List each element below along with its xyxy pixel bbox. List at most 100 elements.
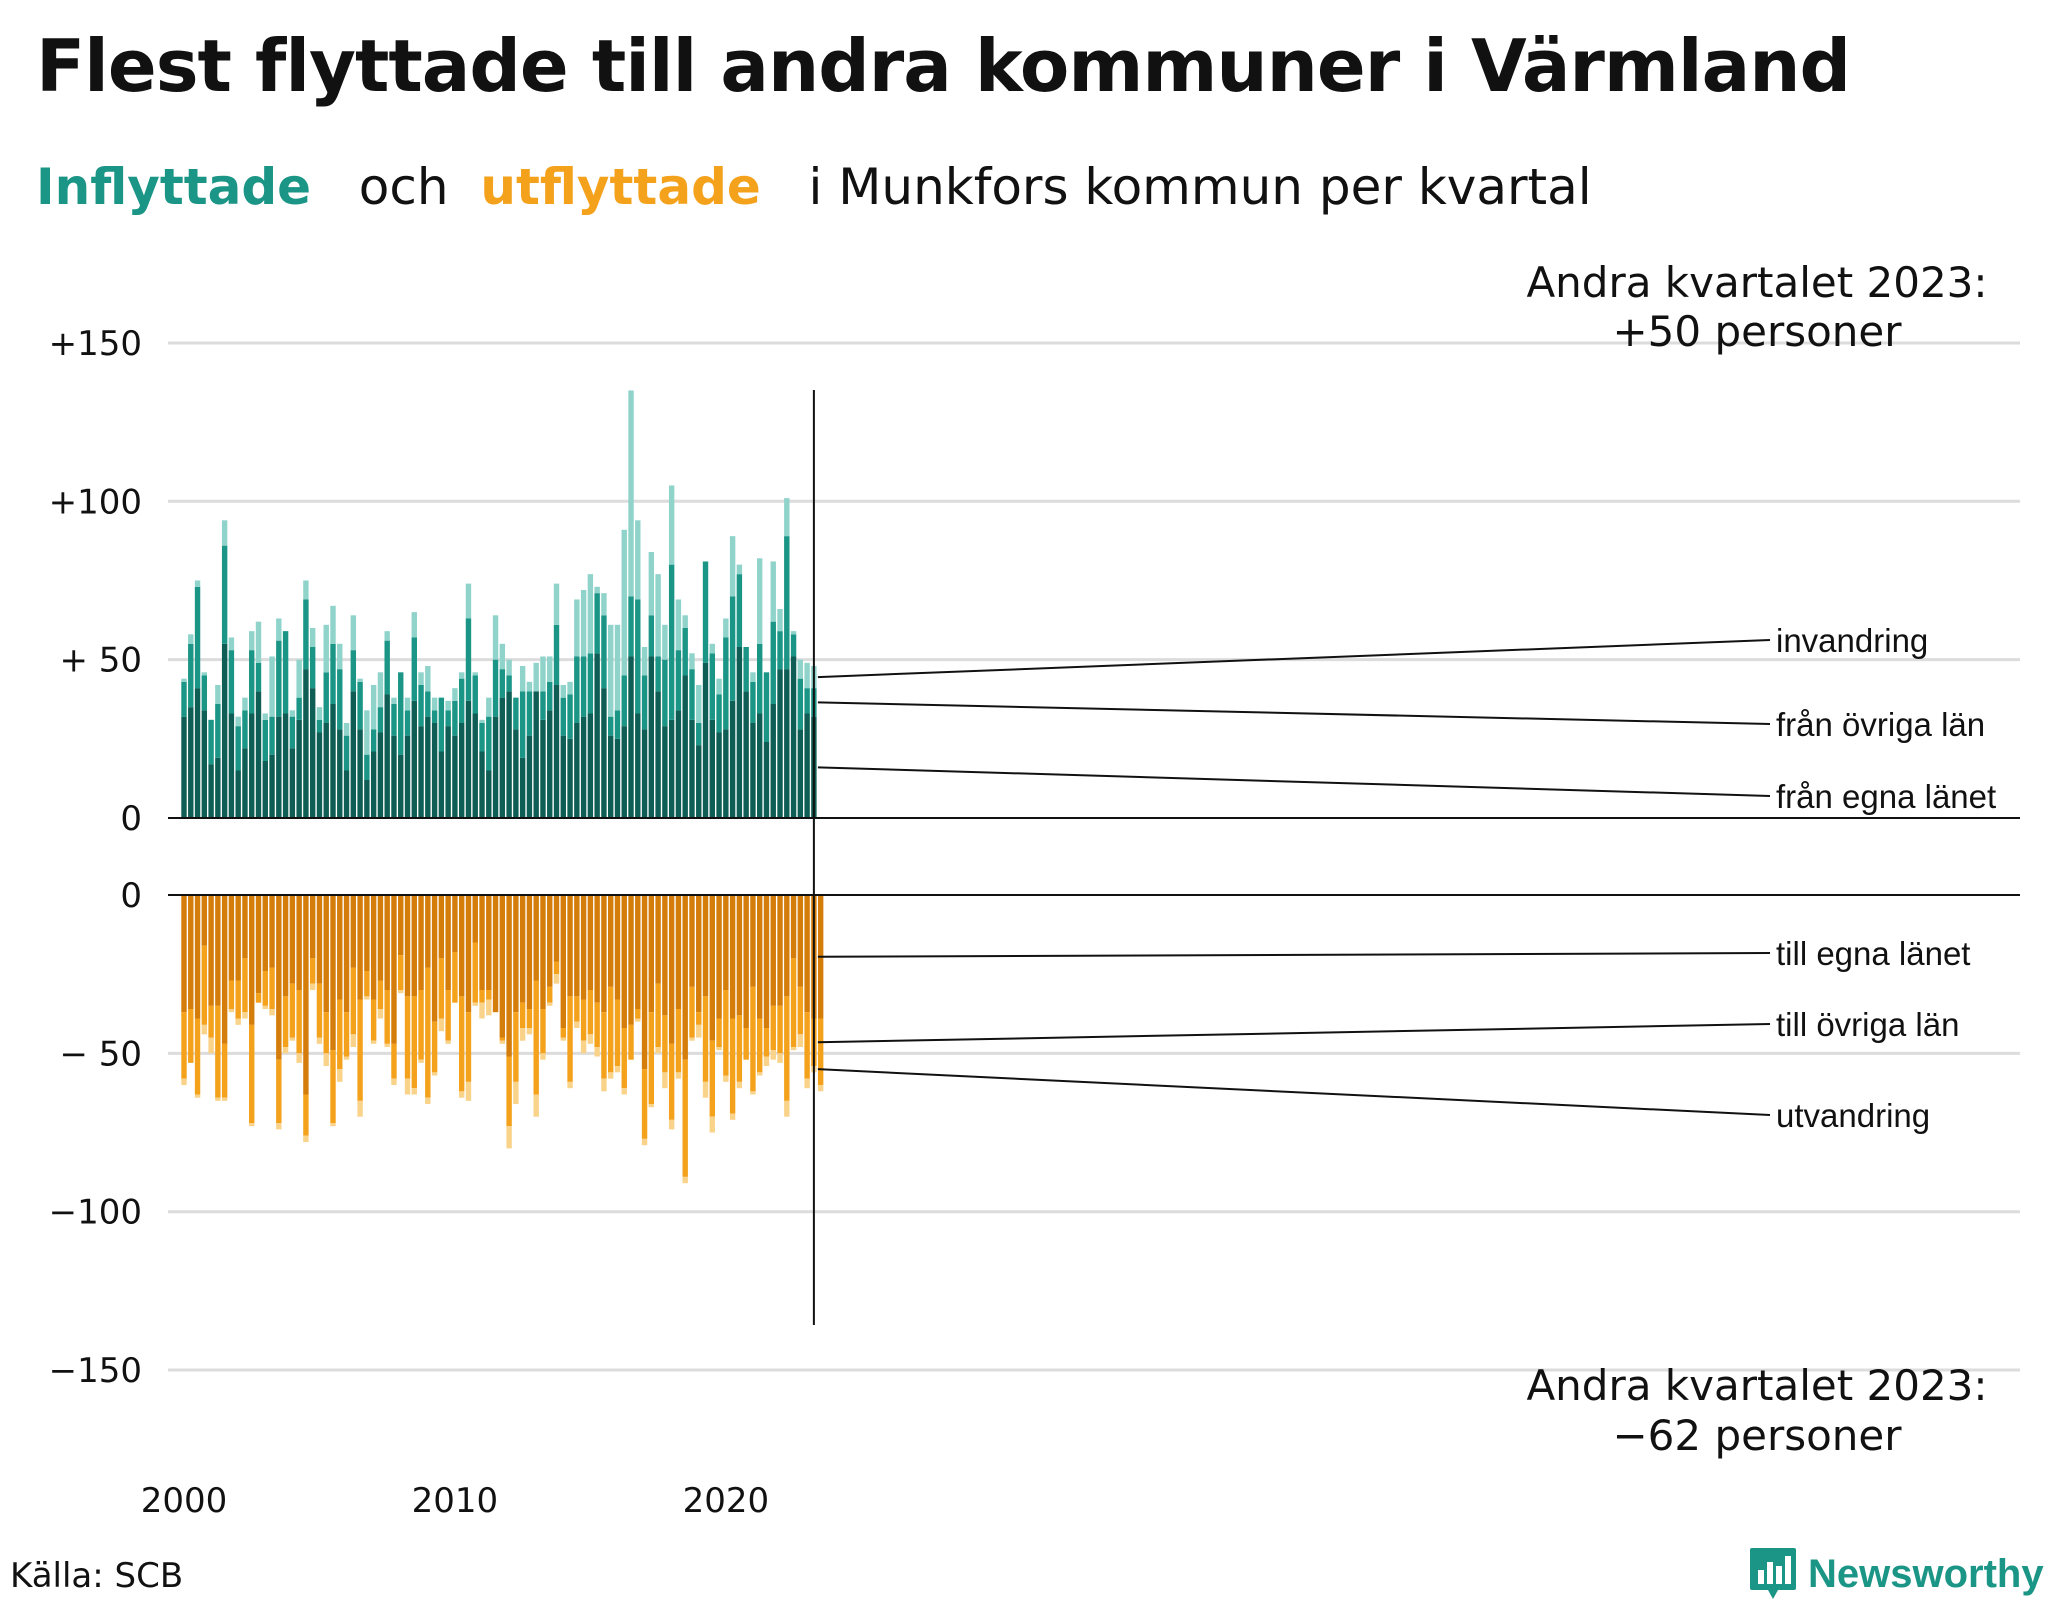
- bar-segment-fran-egna-lanet: [553, 684, 560, 818]
- bar-segment-utvandring: [181, 1078, 187, 1086]
- bar-segment-fran-ovriga-lan: [499, 669, 506, 698]
- bar-segment-till-ovriga-lan: [675, 1009, 682, 1073]
- bar-segment-till-ovriga-lan: [208, 1005, 214, 1038]
- bar-segment-invandring: [194, 580, 201, 587]
- bar-segment-utvandring: [675, 1072, 682, 1079]
- bar-segment-fran-egna-lanet: [309, 688, 316, 818]
- bar-segment-utvandring: [648, 1104, 655, 1108]
- bar-segment-till-ovriga-lan: [289, 983, 296, 1038]
- bar-segment-utvandring: [553, 974, 560, 984]
- bar-segment-invandring: [553, 583, 560, 625]
- bar-segment-fran-ovriga-lan: [242, 710, 248, 749]
- bar-segment-till-egna-lanet: [486, 895, 492, 991]
- bar-segment-till-ovriga-lan: [357, 999, 363, 1101]
- bar-segment-till-egna-lanet: [418, 895, 424, 991]
- bar-segment-fran-ovriga-lan: [513, 697, 519, 730]
- bar-segment-till-ovriga-lan: [757, 1018, 763, 1073]
- bar-segment-invandring: [750, 672, 756, 682]
- bar-segment-fran-egna-lanet: [540, 719, 546, 818]
- bar-segment-till-egna-lanet: [648, 895, 655, 1013]
- bar-segment-fran-ovriga-lan: [635, 599, 641, 714]
- bar-segment-fran-egna-lanet: [797, 729, 804, 818]
- bar-segment-till-egna-lanet: [540, 895, 546, 1010]
- bar-segment-invandring: [269, 656, 275, 717]
- bar-segment-fran-ovriga-lan: [425, 691, 431, 717]
- bar-segment-fran-ovriga-lan: [790, 634, 797, 657]
- bar-segment-till-egna-lanet: [269, 895, 275, 968]
- bar-segment-fran-ovriga-lan: [465, 618, 472, 701]
- bar-segment-till-egna-lanet: [282, 895, 289, 997]
- bar-segment-till-ovriga-lan: [391, 1043, 397, 1079]
- series-annotation: utvandring: [1776, 1097, 1930, 1134]
- bar-segment-fran-egna-lanet: [689, 719, 695, 818]
- bar-segment-utvandring: [235, 1018, 241, 1025]
- x-tick-label: 2000: [141, 1481, 228, 1521]
- bar-segment-fran-ovriga-lan: [519, 691, 526, 758]
- bar-segment-utvandring: [607, 1072, 614, 1079]
- bar-segment-utvandring: [533, 1094, 539, 1117]
- y-tick-label: + 50: [59, 641, 142, 681]
- bar-segment-till-ovriga-lan: [817, 1018, 824, 1086]
- bar-segment-invandring: [641, 646, 648, 676]
- bar-segment-fran-ovriga-lan: [228, 650, 235, 714]
- bottom-callout-line1: Andra kvartalet 2023:: [1526, 1361, 1987, 1410]
- y-tick-label: 0: [120, 876, 142, 916]
- subtitle-och: och: [358, 158, 449, 216]
- bar-segment-invandring: [757, 558, 763, 644]
- annotation-leader: [817, 952, 1771, 958]
- bar-segment-invandring: [377, 672, 384, 708]
- bar-segment-fran-ovriga-lan: [296, 697, 302, 720]
- bar-segment-till-egna-lanet: [296, 895, 302, 991]
- bar-segment-till-egna-lanet: [601, 895, 607, 1013]
- bar-segment-fran-ovriga-lan: [601, 615, 607, 689]
- bar-segment-till-ovriga-lan: [560, 1028, 566, 1038]
- bar-segment-fran-ovriga-lan: [188, 643, 194, 708]
- bar-segment-till-egna-lanet: [411, 895, 417, 997]
- bar-segment-till-ovriga-lan: [418, 990, 424, 1060]
- bar-segment-fran-egna-lanet: [777, 669, 783, 818]
- bar-segment-fran-egna-lanet: [465, 700, 472, 818]
- bar-segment-utvandring: [350, 1034, 357, 1048]
- bar-segment-invandring: [635, 520, 641, 600]
- bar-segment-till-egna-lanet: [709, 895, 715, 1041]
- bar-segment-fran-ovriga-lan: [580, 656, 587, 717]
- bar-segment-till-ovriga-lan: [790, 958, 797, 1048]
- bar-segment-invandring: [696, 684, 702, 723]
- bar-segment-invandring: [621, 529, 627, 676]
- bar-segment-till-ovriga-lan: [249, 1024, 255, 1124]
- bar-segment-fran-egna-lanet: [668, 719, 675, 818]
- bar-segment-fran-egna-lanet: [621, 726, 627, 818]
- bar-segment-utvandring: [797, 1034, 804, 1048]
- bar-segment-fran-ovriga-lan: [628, 596, 634, 657]
- y-tick-label: − 50: [59, 1034, 142, 1074]
- bar-segment-utvandring: [750, 1091, 756, 1095]
- bar-segment-invandring: [506, 659, 512, 676]
- bar-segment-till-egna-lanet: [689, 895, 695, 987]
- y-tick-label: 0: [120, 799, 142, 839]
- bar-segment-invandring: [499, 643, 506, 670]
- bar-segment-utvandring: [696, 1024, 702, 1038]
- bar-segment-fran-ovriga-lan: [458, 678, 465, 723]
- bar-segment-fran-ovriga-lan: [648, 615, 655, 657]
- bar-segment-invandring: [296, 659, 302, 698]
- bar-segment-till-egna-lanet: [743, 895, 749, 1029]
- bar-segment-fran-egna-lanet: [330, 703, 336, 818]
- bar-segment-invandring: [343, 722, 350, 736]
- bar-segment-till-ovriga-lan: [513, 1012, 519, 1082]
- bar-segment-till-ovriga-lan: [330, 1050, 336, 1124]
- bar-segment-till-egna-lanet: [384, 895, 390, 991]
- bar-segment-till-egna-lanet: [668, 895, 675, 1044]
- bar-segment-fran-ovriga-lan: [614, 710, 621, 739]
- bar-segment-invandring: [235, 716, 241, 727]
- bar-segment-till-ovriga-lan: [526, 1009, 533, 1029]
- bar-segment-till-ovriga-lan: [221, 1043, 228, 1098]
- bar-segment-utvandring: [249, 1123, 255, 1127]
- bar-segment-utvandring: [757, 1072, 763, 1076]
- bar-segment-till-egna-lanet: [723, 895, 729, 991]
- bar-segment-till-egna-lanet: [235, 895, 241, 981]
- bar-segment-till-egna-lanet: [567, 895, 573, 997]
- bar-segment-fran-egna-lanet: [696, 745, 702, 818]
- bar-segment-till-ovriga-lan: [431, 1021, 438, 1073]
- bar-segment-till-egna-lanet: [337, 895, 343, 1000]
- series-annotation: till övriga län: [1776, 1006, 1959, 1043]
